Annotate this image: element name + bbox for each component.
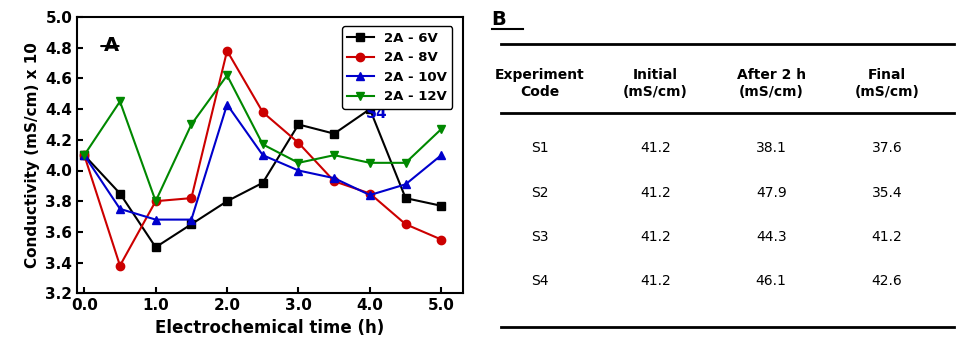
Text: S4: S4 [366,106,388,121]
Text: Initial
(mS/cm): Initial (mS/cm) [623,69,688,99]
Text: 44.3: 44.3 [756,230,787,244]
Text: 41.2: 41.2 [640,186,671,200]
Text: S2: S2 [531,186,549,200]
Text: S4: S4 [531,274,549,288]
X-axis label: Electrochemical time (h): Electrochemical time (h) [155,319,385,337]
Text: Final
(mS/cm): Final (mS/cm) [854,69,920,99]
Text: A: A [104,36,120,55]
Text: B: B [492,10,506,29]
Text: 47.9: 47.9 [756,186,787,200]
Text: S1: S1 [531,141,549,155]
Text: 35.4: 35.4 [871,186,902,200]
Text: 41.2: 41.2 [640,274,671,288]
Text: 41.2: 41.2 [640,230,671,244]
Text: Experiment
Code: Experiment Code [495,69,585,99]
Text: 38.1: 38.1 [756,141,787,155]
Text: 37.6: 37.6 [871,141,902,155]
Text: 41.2: 41.2 [640,141,671,155]
Text: S1: S1 [366,57,388,72]
Text: 46.1: 46.1 [756,274,787,288]
Text: 42.6: 42.6 [871,274,902,288]
Legend: 2A - 6V, 2A - 8V, 2A - 10V, 2A - 12V: 2A - 6V, 2A - 8V, 2A - 10V, 2A - 12V [342,26,452,109]
Text: S3: S3 [531,230,549,244]
Y-axis label: Conductivity (mS/cm) x 10: Conductivity (mS/cm) x 10 [25,42,40,268]
Text: After 2 h
(mS/cm): After 2 h (mS/cm) [736,69,806,99]
Text: 41.2: 41.2 [871,230,902,244]
